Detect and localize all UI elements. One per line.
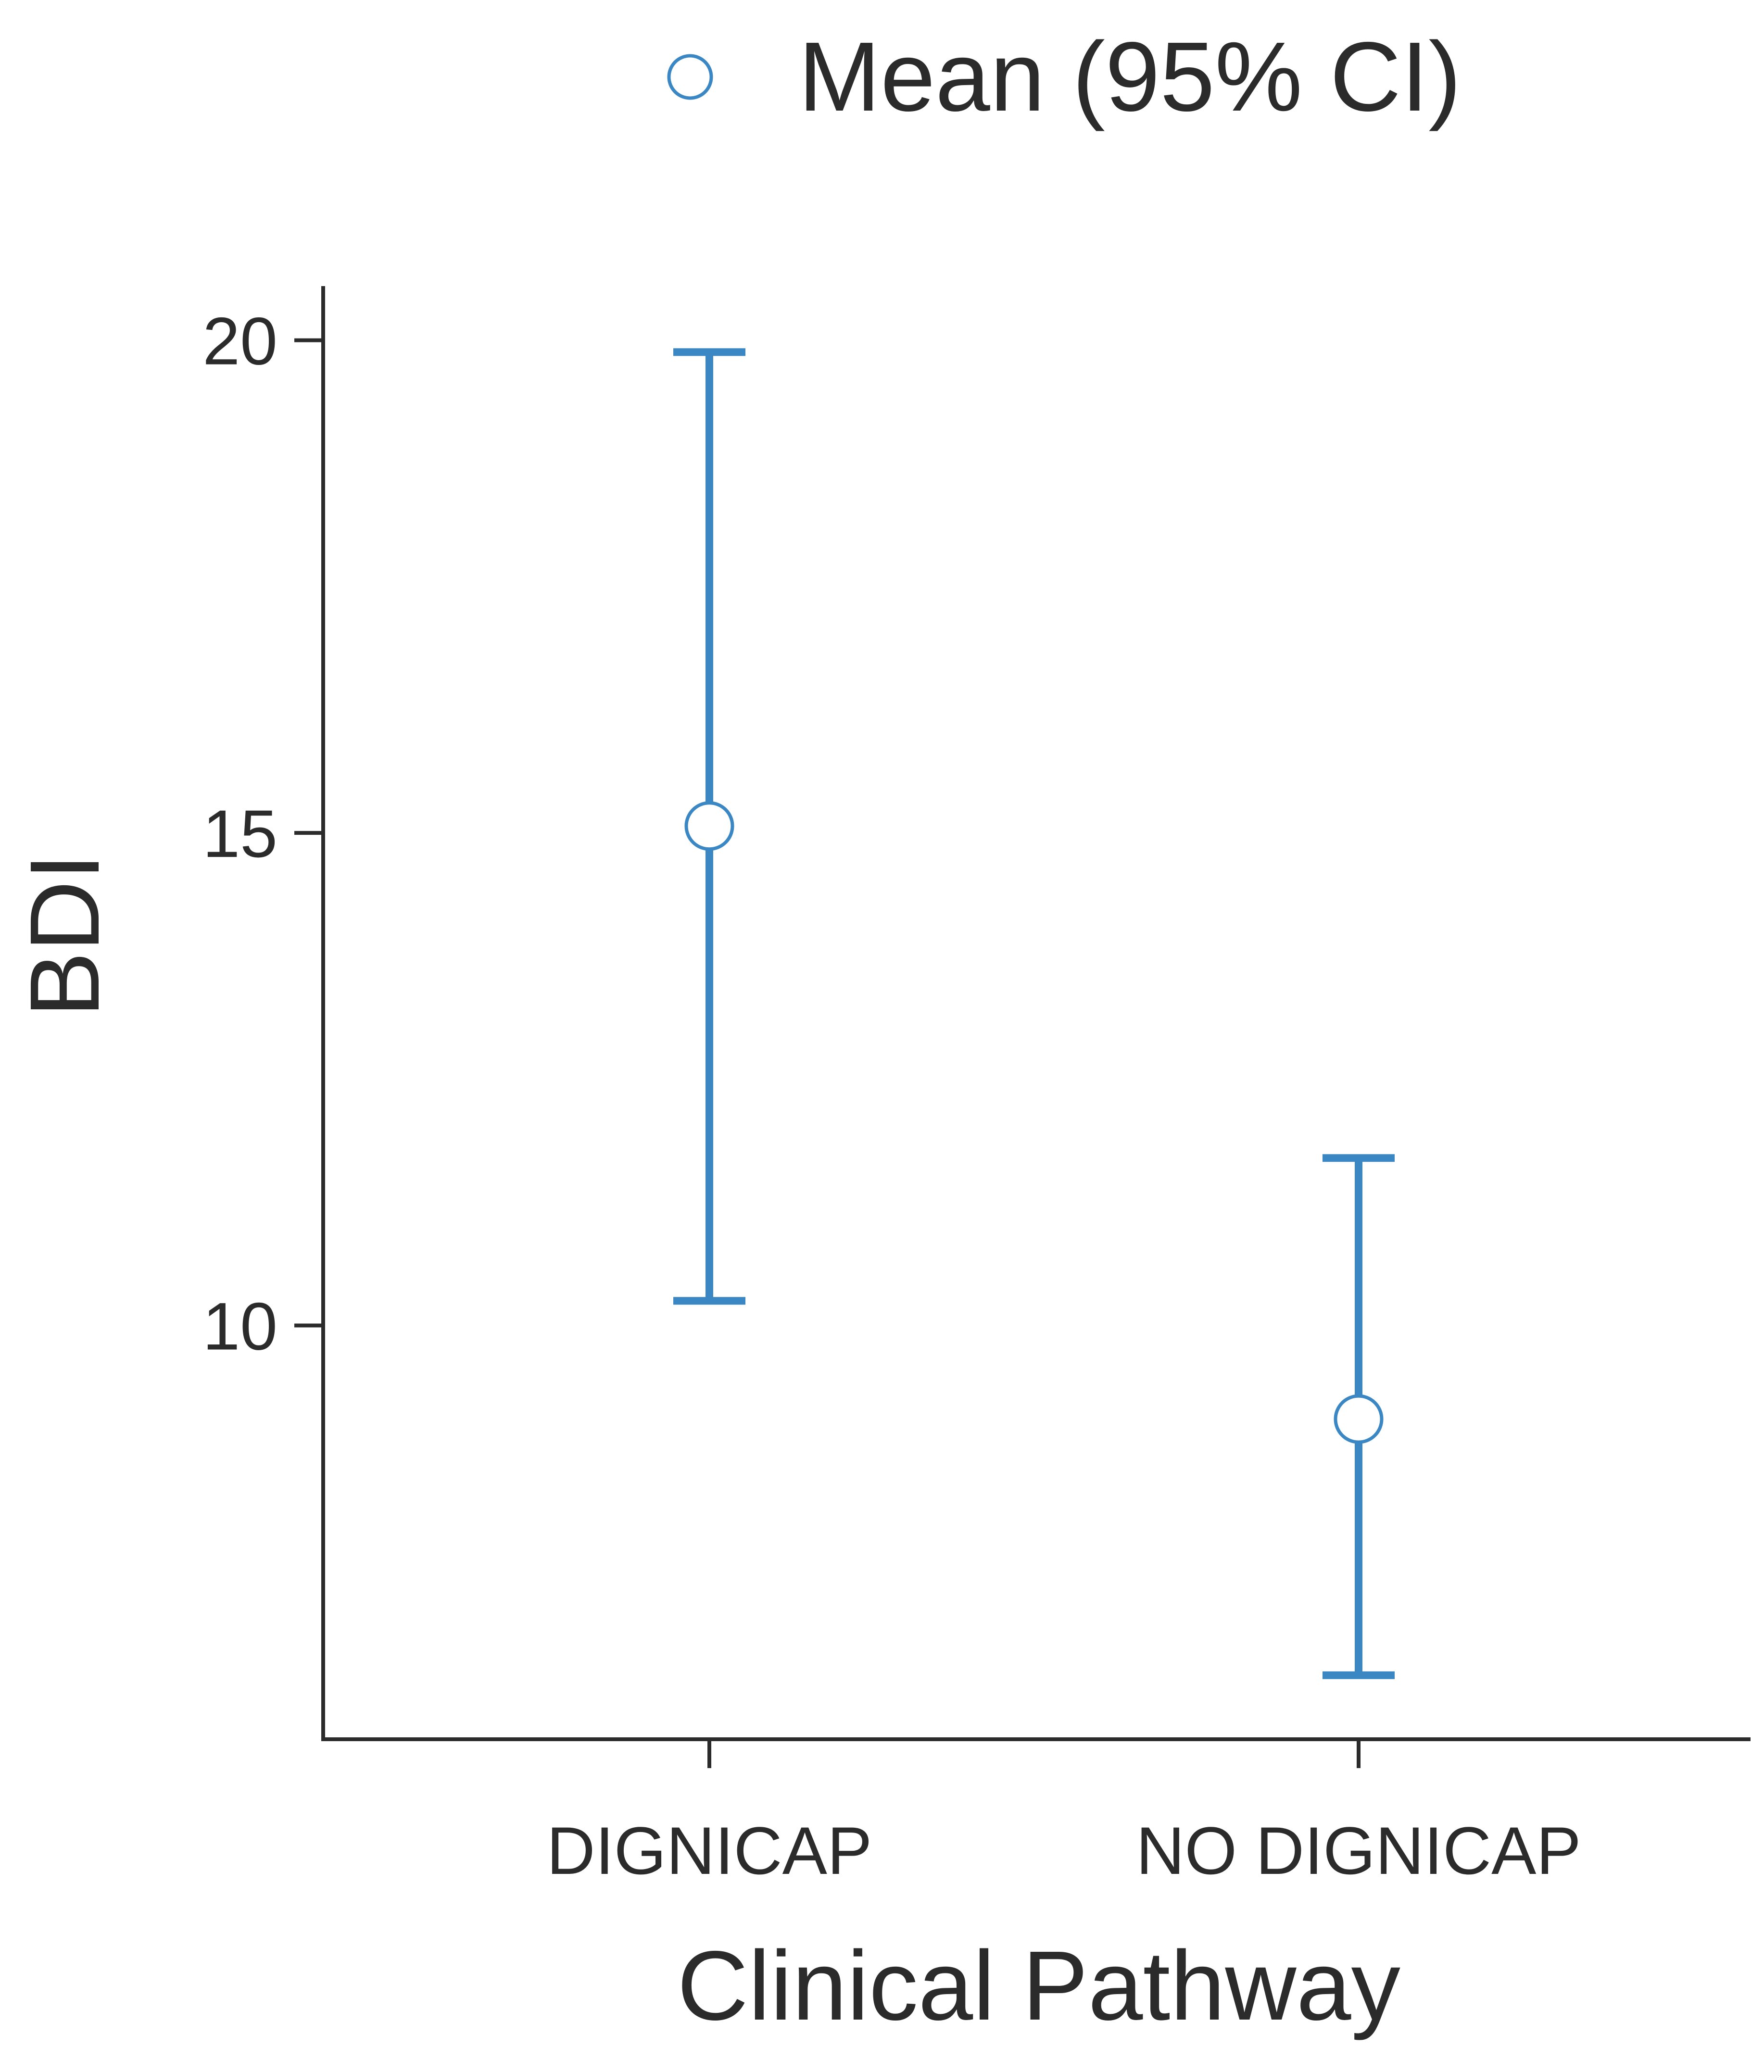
y-tick-label: 15 — [202, 796, 277, 871]
legend: Mean (95% CI) — [667, 22, 1462, 132]
plot-marks — [673, 348, 1395, 1679]
x-tick-label: DIGNICAP — [547, 1813, 872, 1888]
legend-marker — [667, 54, 713, 100]
x-tick-label: NO DIGNICAP — [1136, 1813, 1581, 1888]
axes — [321, 286, 1751, 1741]
mean-point — [1334, 1394, 1384, 1444]
legend-label: Mean (95% CI) — [798, 22, 1462, 132]
y-tick-label: 10 — [202, 1288, 277, 1364]
y-ticks: 10 15 20 — [202, 303, 323, 1364]
x-ticks: DIGNICAP NO DIGNICAP — [547, 1739, 1581, 1888]
mean-point — [684, 801, 734, 851]
y-axis-title: BDI — [10, 853, 120, 1017]
y-tick-label: 20 — [202, 303, 277, 379]
x-axis-title: Clinical Pathway — [677, 1931, 1400, 2041]
